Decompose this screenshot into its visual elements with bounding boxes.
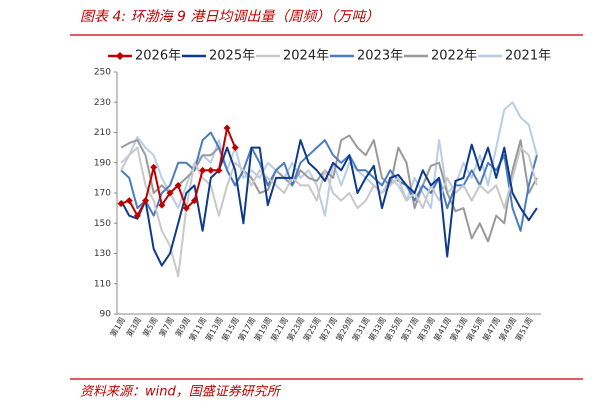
series-marker — [223, 124, 231, 132]
x-tick-label: 第5周 — [140, 315, 159, 338]
y-tick-label: 210 — [94, 128, 111, 138]
series-marker — [150, 163, 158, 171]
series-marker — [207, 166, 215, 174]
series-marker — [117, 200, 125, 208]
legend-marker — [116, 52, 124, 60]
series-marker — [199, 166, 207, 174]
y-tick-label: 130 — [94, 249, 111, 259]
series-marker — [158, 201, 166, 209]
series-marker — [142, 197, 150, 205]
y-tick-label: 170 — [94, 189, 111, 199]
legend-label: 2021年 — [505, 49, 551, 64]
y-tick-label: 230 — [94, 98, 111, 108]
series-marker — [166, 189, 174, 197]
y-tick-label: 110 — [94, 279, 111, 289]
source: 资料来源：wind，国盛证券研究所 — [80, 384, 282, 400]
series-marker — [125, 197, 133, 205]
x-tick-label: 第3周 — [124, 315, 143, 338]
legend-label: 2025年 — [209, 49, 255, 64]
series-marker — [174, 181, 182, 189]
y-tick-label: 90 — [100, 310, 112, 320]
series-marker — [231, 144, 239, 152]
series-line — [120, 146, 538, 278]
legend-label: 2024年 — [283, 49, 329, 64]
y-tick-label: 190 — [94, 158, 111, 168]
chart-title: 图表 4: 环渤海 9 港日均调出量（周频）（万吨） — [80, 9, 379, 25]
series-line — [120, 131, 538, 232]
y-tick-label: 150 — [94, 219, 111, 229]
series-marker — [182, 204, 190, 212]
series-line — [120, 139, 538, 267]
legend-label: 2023年 — [357, 49, 403, 64]
legend-label: 2022年 — [431, 49, 477, 64]
y-tick-label: 250 — [94, 68, 111, 78]
series-marker — [215, 166, 223, 174]
series-marker — [190, 197, 198, 205]
series-marker — [133, 212, 141, 220]
legend-label: 2026年 — [135, 49, 181, 64]
x-tick-label: 第7周 — [157, 315, 176, 338]
